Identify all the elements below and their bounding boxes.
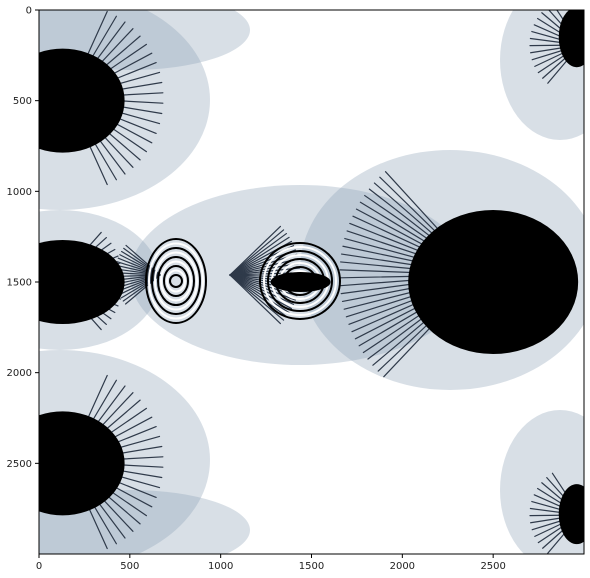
fractal-stripe — [267, 250, 333, 312]
fractal-stripe — [163, 265, 189, 297]
fractal-stripe — [154, 251, 198, 311]
fractal-filament — [229, 232, 288, 276]
fractal-stripe — [148, 242, 204, 320]
y-tick-label: 0 — [26, 6, 32, 17]
x-tick-label: 1000 — [208, 561, 233, 572]
fractal-bulb — [39, 48, 125, 153]
fractal-filament — [229, 229, 285, 276]
fractal-bulb — [270, 272, 331, 292]
fractal-stripe — [151, 247, 201, 315]
fractal-bulb — [558, 10, 584, 68]
x-tick-label: 500 — [120, 561, 139, 572]
fractal-filament — [229, 274, 282, 325]
x-tick-label: 2500 — [480, 561, 505, 572]
fractal-filament — [120, 274, 161, 299]
fractal-stripe — [263, 246, 337, 316]
x-axis: 0 500 1000 1500 2000 2500 — [36, 554, 506, 572]
fractal-stripe — [169, 274, 183, 288]
fractal-filament — [229, 274, 290, 314]
fractal-stripe — [157, 256, 195, 306]
fractal-filament — [229, 262, 300, 276]
x-tick-label: 1500 — [299, 561, 324, 572]
y-tick-label: 2000 — [7, 368, 32, 379]
fractal-filament — [229, 225, 282, 276]
fractal-main-bulb — [408, 210, 579, 354]
y-tick-label: 2500 — [7, 459, 32, 470]
fractal-filament — [122, 274, 161, 302]
x-tick-label: 2000 — [390, 561, 415, 572]
x-tick-label: 0 — [36, 561, 42, 572]
y-tick-label: 500 — [13, 96, 32, 107]
fractal-filament — [118, 274, 161, 296]
fractal-stripe — [160, 260, 192, 302]
y-axis: 0 500 1000 1500 2000 2500 — [7, 6, 39, 470]
fractal-bulb — [39, 240, 125, 324]
fractal-filament — [229, 236, 290, 276]
fractal-stripe — [259, 242, 341, 320]
fractal-filament — [125, 244, 161, 276]
fractal-stripe — [145, 238, 207, 324]
y-tick-label: 1500 — [7, 278, 32, 289]
fractal-filament — [229, 274, 296, 301]
y-tick-label: 1000 — [7, 187, 32, 198]
fractal-bulb — [39, 411, 125, 516]
fractal-filament — [229, 274, 285, 321]
fractal-filament — [229, 274, 288, 318]
fractal-bulb — [558, 484, 584, 545]
fractal-stripe — [166, 269, 186, 293]
